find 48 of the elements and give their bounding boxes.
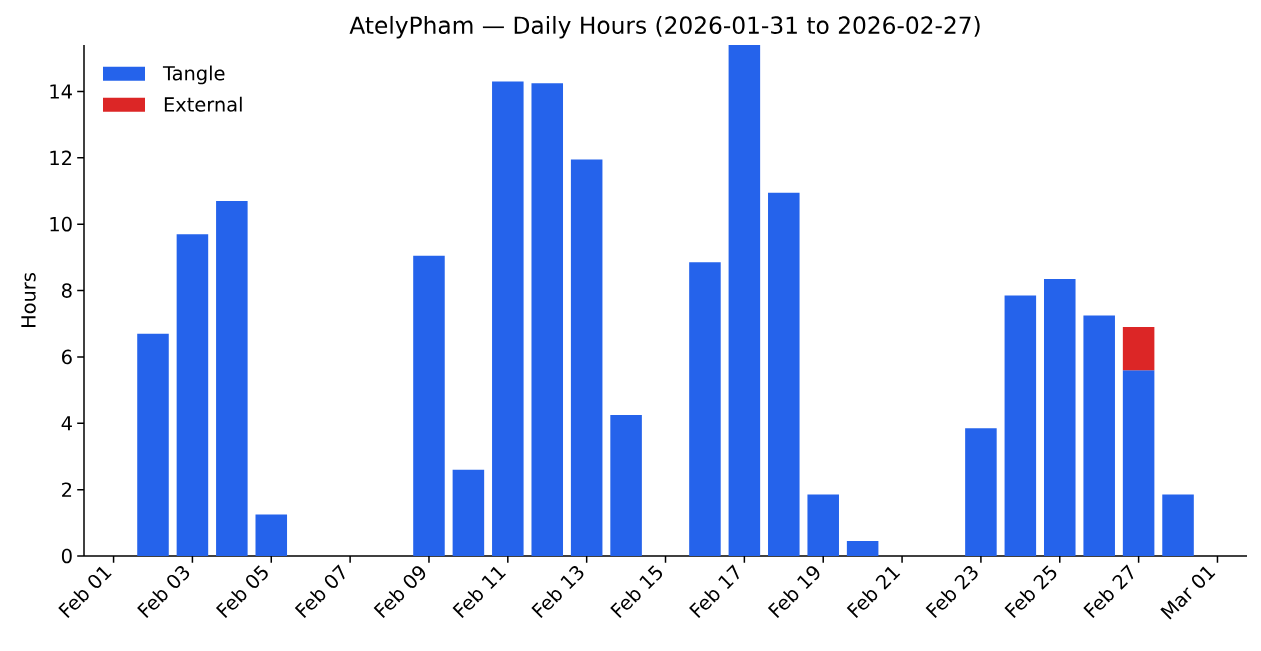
bar xyxy=(1162,494,1194,556)
bar xyxy=(768,192,800,556)
bar xyxy=(1122,327,1155,371)
x-tick-label: Feb 17 xyxy=(689,564,739,619)
x-tick-label: Feb 11 xyxy=(452,566,506,619)
x-tick-label: Feb 09 xyxy=(373,566,426,619)
bar xyxy=(1004,295,1037,556)
x-tick-label: Feb 07 xyxy=(294,564,345,619)
x-tick-label: Feb 23 xyxy=(925,566,978,619)
bar xyxy=(1044,278,1076,556)
x-tick-label: Feb 03 xyxy=(137,566,190,619)
bar xyxy=(452,469,485,556)
y-tick-label: 8 xyxy=(61,283,72,298)
bar xyxy=(137,333,169,556)
bar xyxy=(216,200,248,556)
bar xyxy=(728,44,761,556)
bar xyxy=(610,414,642,556)
bar xyxy=(176,234,209,556)
bar xyxy=(492,81,524,556)
bar xyxy=(531,83,564,556)
y-tick-label: 4 xyxy=(61,416,72,431)
bar xyxy=(965,428,997,556)
legend-label: External xyxy=(164,96,242,112)
y-tick-label: 14 xyxy=(50,84,72,99)
x-tick-label: Feb 27 xyxy=(1083,564,1134,619)
x-tick-label: Feb 19 xyxy=(767,566,820,619)
x-tick-label: Feb 21 xyxy=(846,566,901,619)
legend-label: Tangle xyxy=(162,65,225,85)
y-axis-title: Hours xyxy=(21,273,36,328)
bar xyxy=(413,255,445,556)
chart-title: AtelyPham — Daily Hours (2026-01-31 to 2026-02-27) xyxy=(349,15,980,39)
x-tick-label: Feb 15 xyxy=(610,565,663,619)
y-tick-label: 6 xyxy=(62,349,72,365)
y-tick-label: 12 xyxy=(50,150,72,166)
bar xyxy=(1083,315,1115,556)
x-tick-label: Feb 25 xyxy=(1004,565,1057,619)
x-tick-label: Feb 13 xyxy=(531,566,584,619)
x-tick-label: Feb 01 xyxy=(58,566,112,619)
bar xyxy=(570,159,603,556)
bar xyxy=(255,514,288,556)
bar xyxy=(846,541,879,556)
bar xyxy=(1122,370,1155,556)
bar xyxy=(689,262,721,556)
bar xyxy=(807,494,839,556)
x-tick-label: Feb 05 xyxy=(215,565,268,619)
y-tick-label: 0 xyxy=(61,548,72,564)
y-tick-label: 2 xyxy=(62,482,72,497)
y-tick-label: 10 xyxy=(50,216,72,232)
